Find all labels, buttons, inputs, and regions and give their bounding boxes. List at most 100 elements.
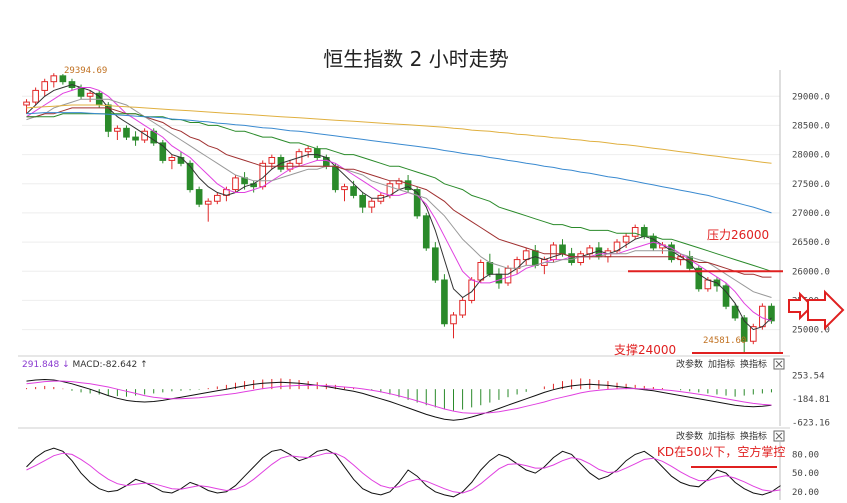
candle-body [368,200,376,208]
candle-body [195,189,203,205]
candle-body [341,186,348,191]
kd-tick-label: 80.00 [792,450,819,460]
candle-body [704,279,712,290]
kd-change-params-button[interactable]: 改参数 [676,430,703,442]
price-tick-label: 26000.0 [792,267,830,277]
kd-tick-label: 20.00 [792,488,819,498]
candle-body [531,250,539,266]
kd-annotation: KD在50以下，空方掌控 [657,444,785,459]
kd-d-line [26,452,781,494]
price-tick-label: 27000.0 [792,209,830,219]
candle-body [177,157,185,164]
price-tick-label: 29000.0 [792,92,830,102]
candle-body [622,235,630,243]
high-price-label: 29394.69 [64,66,107,76]
macd-add-indicator-button[interactable]: 加指标 [708,358,735,370]
candle-body [268,157,276,164]
candle-body [32,89,39,103]
candle-body [332,165,339,191]
candle-body [477,262,485,281]
candle-body [213,194,221,202]
candle-body [313,148,321,158]
candle-body [559,244,566,255]
price-panel: 29000.0 28500.0 28000.0 27500.0 27000.0 26500… [22,66,845,357]
candle-body [59,75,67,83]
candle-body [495,273,503,284]
resistance-label: 压力26000 [707,228,769,242]
macd-switch-indicator-button[interactable]: 换指标 [740,358,767,370]
candle-body [413,189,421,217]
candle-body [631,227,639,237]
kd-close-button[interactable] [773,430,785,442]
candle-body [204,200,212,205]
macd-axis-ticks: 253.54 -184.81 -623.16 [792,372,830,429]
moving-averages [26,84,772,331]
candle-body [459,299,466,316]
kd-axis-ticks: 80.00 50.00 20.00 [792,450,819,497]
candle-body [50,75,58,83]
moving-average-line [26,112,772,214]
candle-body [41,81,49,91]
macd-tick-label: 253.54 [792,372,825,382]
support-label: 支撑24000 [614,342,676,357]
price-tick-label: 28000.0 [792,151,830,161]
candle-body [768,305,775,322]
candle-body [468,279,475,301]
candle-body [486,262,494,275]
candle-body [695,267,703,290]
moving-average-line [26,107,772,278]
candle-body [422,215,430,249]
arrow-right-icon [788,291,814,321]
moving-average-line [26,104,772,164]
kd-switch-indicator-button[interactable]: 换指标 [740,430,767,442]
candle-body [232,177,239,191]
candle-body [441,279,448,325]
candle-body [722,285,730,307]
candle-body [740,317,748,342]
candle-body [595,247,603,258]
candle-body [259,162,267,188]
kd-lines [26,447,781,498]
price-tick-label: 26500.0 [792,238,830,248]
candle-body [304,148,312,153]
candle-body [159,142,167,161]
candle-body [168,157,176,161]
candle-body [432,247,439,281]
candle-body [86,92,94,97]
macd-dea-line [26,380,772,414]
price-grid [22,95,780,331]
candle-body [359,194,366,208]
price-tick-label: 25000.0 [792,326,830,336]
kd-add-indicator-button[interactable]: 加指标 [708,430,735,442]
moving-average-line [26,98,772,298]
chart-title: 恒生指数 2 小时走势 [323,47,508,71]
macd-dif-line [26,378,772,421]
candle-body [350,186,357,196]
candle-body [450,314,457,325]
low-price-label: 24581.60 [703,336,746,346]
macd-close-button[interactable] [773,358,785,370]
candle-body [77,87,85,97]
macd-readout: 291.848 ↓ MACD:-82.642 ↑ [22,360,148,370]
kd-tick-label: 50.00 [792,469,819,479]
macd-change-params-button[interactable]: 改参数 [676,358,703,370]
price-tick-label: 27500.0 [792,180,830,190]
candle-body [123,127,130,138]
candle-body [577,253,585,263]
close-icon [775,432,783,440]
macd-tick-label: -623.16 [792,419,830,429]
candle-body [104,104,112,132]
macd-tick-label: -184.81 [792,395,830,405]
close-icon [775,360,783,368]
candle-body [731,305,739,319]
macd-lines [26,378,772,421]
price-tick-label: 28500.0 [792,121,830,131]
macd-histogram [26,378,772,411]
candle-body [504,267,512,284]
arrow-right-icon-large [807,289,845,331]
candle-body [186,162,194,191]
candle-body [568,253,575,263]
candle-body [23,101,30,106]
candles [23,73,775,354]
